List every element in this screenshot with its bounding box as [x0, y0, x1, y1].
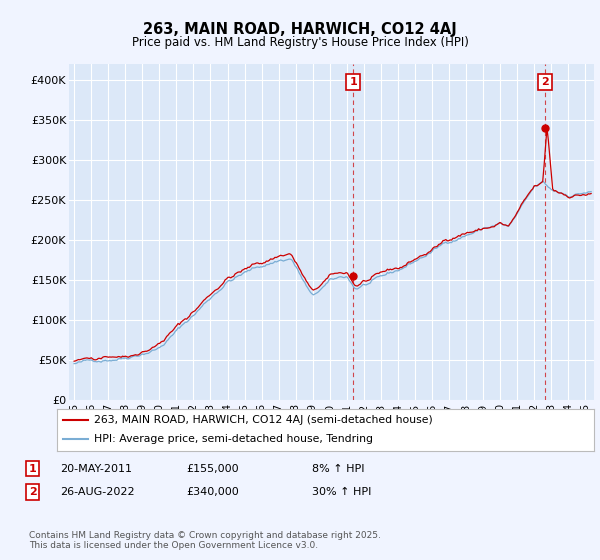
Text: Price paid vs. HM Land Registry's House Price Index (HPI): Price paid vs. HM Land Registry's House …: [131, 36, 469, 49]
Text: Contains HM Land Registry data © Crown copyright and database right 2025.
This d: Contains HM Land Registry data © Crown c…: [29, 531, 380, 550]
Text: 2: 2: [542, 77, 549, 87]
Text: £155,000: £155,000: [186, 464, 239, 474]
Text: 30% ↑ HPI: 30% ↑ HPI: [312, 487, 371, 497]
Text: HPI: Average price, semi-detached house, Tendring: HPI: Average price, semi-detached house,…: [94, 435, 373, 445]
Text: 8% ↑ HPI: 8% ↑ HPI: [312, 464, 365, 474]
Text: 263, MAIN ROAD, HARWICH, CO12 4AJ: 263, MAIN ROAD, HARWICH, CO12 4AJ: [143, 22, 457, 38]
Text: 2: 2: [29, 487, 37, 497]
Text: 1: 1: [29, 464, 37, 474]
Text: 20-MAY-2011: 20-MAY-2011: [60, 464, 132, 474]
Text: 1: 1: [349, 77, 357, 87]
Text: 263, MAIN ROAD, HARWICH, CO12 4AJ (semi-detached house): 263, MAIN ROAD, HARWICH, CO12 4AJ (semi-…: [94, 415, 432, 425]
Text: 26-AUG-2022: 26-AUG-2022: [60, 487, 134, 497]
Text: £340,000: £340,000: [186, 487, 239, 497]
